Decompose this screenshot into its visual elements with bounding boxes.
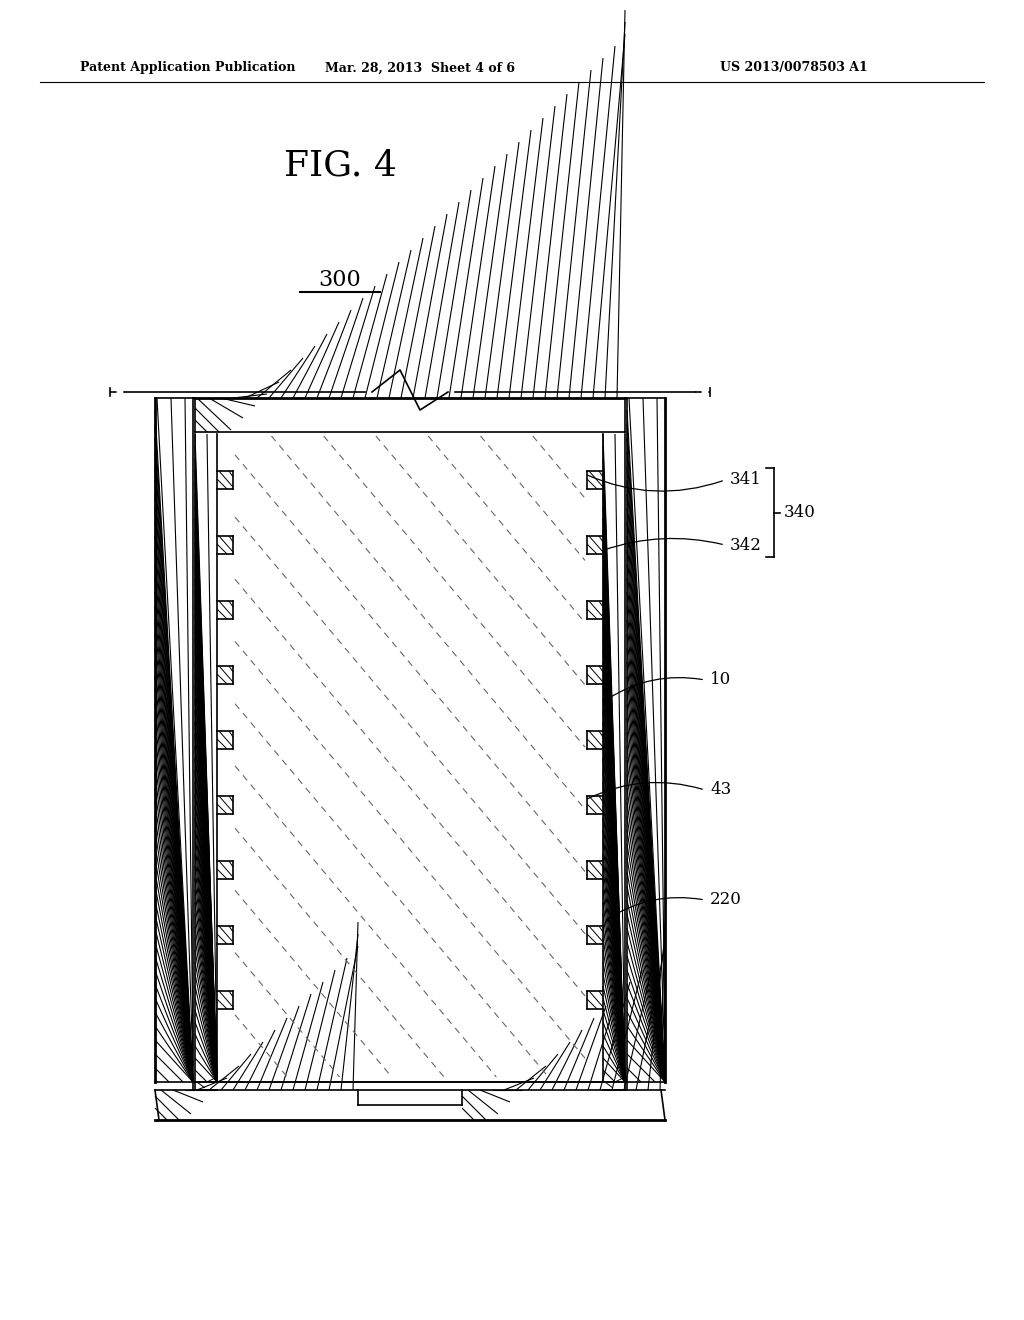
Text: 341: 341 <box>730 471 762 488</box>
Text: 342: 342 <box>730 536 762 553</box>
Text: 340: 340 <box>784 504 816 521</box>
Text: Mar. 28, 2013  Sheet 4 of 6: Mar. 28, 2013 Sheet 4 of 6 <box>325 62 515 74</box>
Text: 220: 220 <box>710 891 741 908</box>
Text: FIG. 4: FIG. 4 <box>284 148 396 182</box>
Text: 10: 10 <box>710 672 731 689</box>
Text: US 2013/0078503 A1: US 2013/0078503 A1 <box>720 62 867 74</box>
Text: 300: 300 <box>318 269 361 290</box>
Text: 43: 43 <box>710 781 731 799</box>
Text: Patent Application Publication: Patent Application Publication <box>80 62 296 74</box>
